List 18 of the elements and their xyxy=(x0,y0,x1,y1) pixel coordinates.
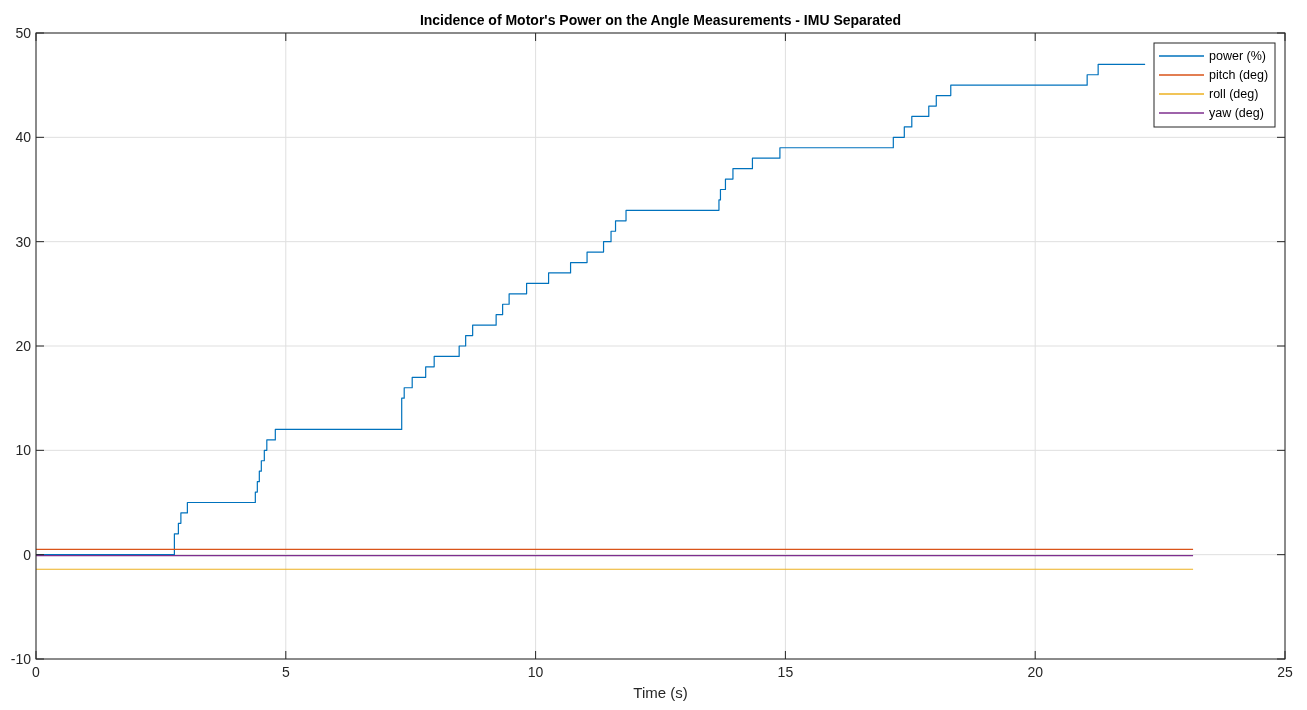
y-tick-label: 50 xyxy=(15,25,32,41)
y-tick-label: 10 xyxy=(15,442,32,459)
x-tick-label: 5 xyxy=(281,664,290,680)
y-tick-label: -10 xyxy=(10,651,32,667)
x-tick-label: 20 xyxy=(1027,664,1044,680)
y-tick-label: 0 xyxy=(23,546,32,563)
y-tick-label: 40 xyxy=(15,129,32,146)
x-axis-title: Time (s) xyxy=(633,684,688,701)
legend-label: roll (deg) xyxy=(1209,87,1259,101)
x-tick-label: 15 xyxy=(777,664,794,680)
legend-label: yaw (deg) xyxy=(1209,106,1264,120)
y-tick-label: 30 xyxy=(15,233,32,250)
x-tick-label: 10 xyxy=(527,664,544,680)
y-tick-label: 20 xyxy=(15,338,32,354)
legend-label: pitch (deg) xyxy=(1209,68,1269,82)
legend-label: power (%) xyxy=(1209,49,1266,63)
chart-title: Incidence of Motor's Power on the Angle Measurements - IMU Separated xyxy=(419,12,902,28)
x-tick-label: 25 xyxy=(1277,664,1293,680)
